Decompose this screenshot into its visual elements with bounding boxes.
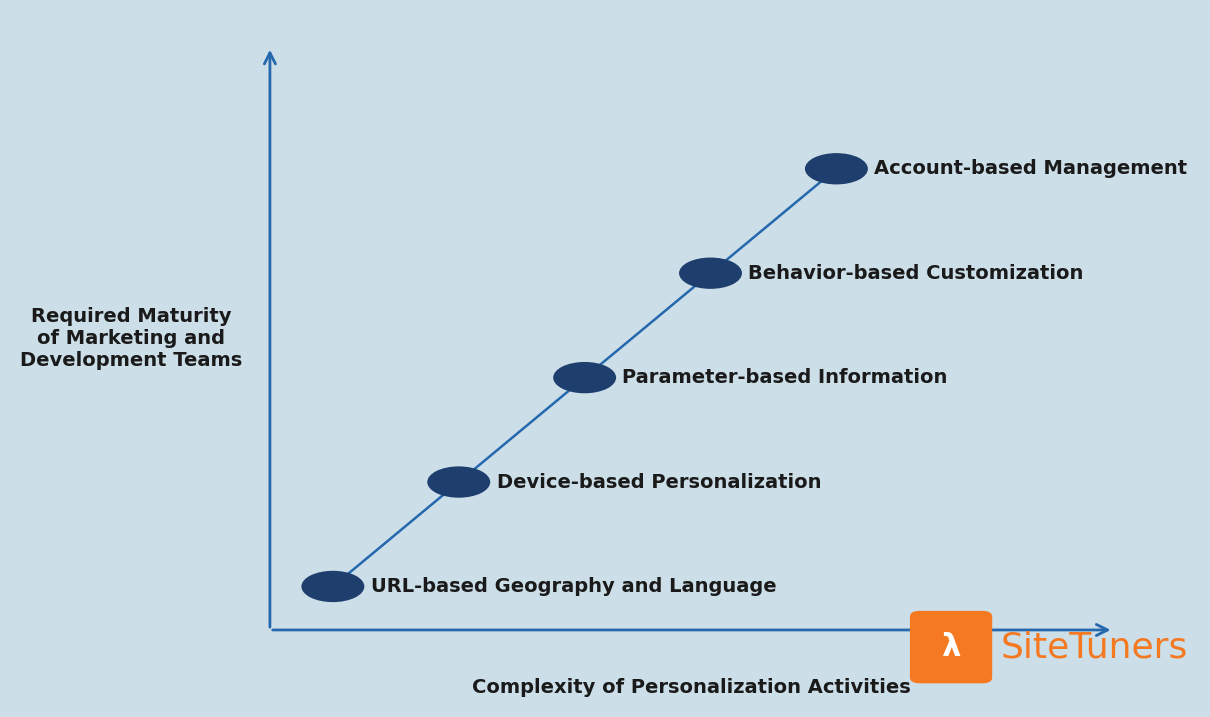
Text: λ: λ bbox=[941, 632, 961, 662]
Text: Complexity of Personalization Activities: Complexity of Personalization Activities bbox=[472, 678, 911, 697]
Text: Parameter-based Information: Parameter-based Information bbox=[622, 368, 947, 387]
Ellipse shape bbox=[679, 257, 742, 289]
Ellipse shape bbox=[553, 362, 616, 394]
Ellipse shape bbox=[427, 466, 490, 498]
Text: URL-based Geography and Language: URL-based Geography and Language bbox=[370, 577, 777, 596]
Ellipse shape bbox=[301, 571, 364, 602]
Text: Account-based Management: Account-based Management bbox=[874, 159, 1187, 179]
Ellipse shape bbox=[805, 153, 868, 184]
Text: Behavior-based Customization: Behavior-based Customization bbox=[748, 264, 1084, 282]
Text: Required Maturity
of Marketing and
Development Teams: Required Maturity of Marketing and Devel… bbox=[21, 307, 242, 370]
Text: SiteTuners: SiteTuners bbox=[1001, 630, 1188, 664]
Text: Device-based Personalization: Device-based Personalization bbox=[496, 473, 822, 492]
